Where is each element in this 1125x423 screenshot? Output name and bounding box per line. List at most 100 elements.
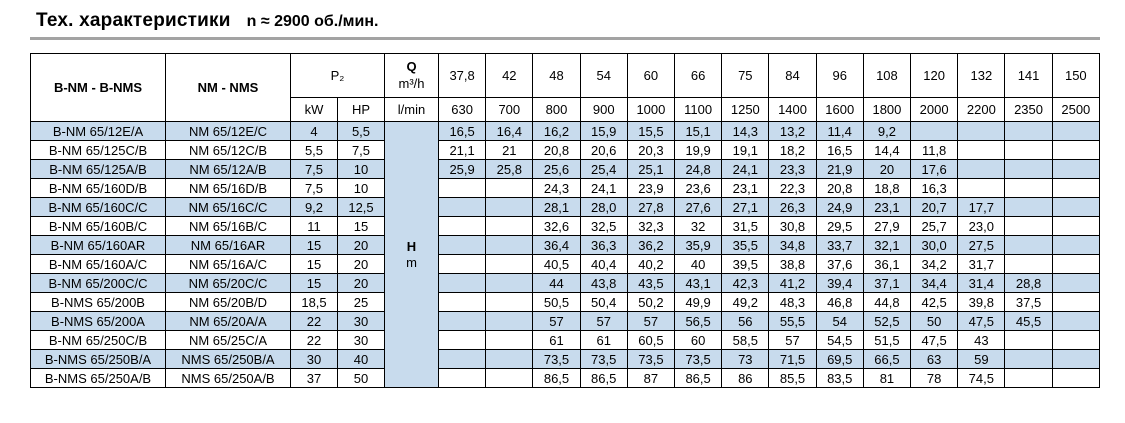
head-value-cell: 57 (532, 311, 581, 331)
head-unit: m (406, 254, 417, 270)
table-row: B-NM 65/160C/C NM 65/16C/C 9,2 12,5 28,1 28,0… (30, 197, 1101, 217)
model-nm-cell: NM 65/12E/C (165, 121, 291, 141)
head-value-cell: 56 (721, 311, 770, 331)
head-value-cell (1051, 368, 1101, 388)
head-value-cell (1051, 349, 1101, 369)
head-value-cell: 16,5 (437, 121, 487, 141)
table-row: B-NM 65/160AR NM 65/16AR 15 20 36,4 36,3 36,2 3… (30, 235, 1101, 255)
power-hp-cell: 50 (337, 368, 385, 388)
table-row: B-NM 65/160A/C NM 65/16A/C 15 20 40,5 40,4 40,… (30, 254, 1101, 274)
head-value-cell (1051, 292, 1101, 312)
head-value-cell: 15,1 (674, 121, 723, 141)
head-value-cell (1004, 349, 1053, 369)
head-value-cell: 23,9 (626, 178, 676, 198)
head-value-cell: 28,8 (1004, 273, 1053, 293)
table-row: B-NMS 65/250B/A NMS 65/250B/A 30 40 73,5 73,5… (30, 349, 1101, 369)
head-value-cell: 28,0 (579, 197, 628, 217)
head-value-cell: 30,0 (910, 235, 959, 255)
flow-m3h-header: 60 (626, 53, 676, 98)
head-value-cell (437, 235, 487, 255)
flow-m3h-header: 132 (957, 53, 1006, 98)
head-value-cell: 86 (721, 368, 770, 388)
head-value-cell: 73 (721, 349, 770, 369)
power-hp-cell: 20 (337, 235, 385, 255)
head-value-cell: 20,6 (579, 140, 628, 160)
head-value-cell: 41,2 (768, 273, 817, 293)
head-value-cell: 83,5 (815, 368, 864, 388)
head-value-cell (485, 273, 534, 293)
head-value-cell: 24,8 (674, 159, 723, 179)
head-value-cell: 40 (674, 254, 723, 274)
power-hp-cell: 40 (337, 349, 385, 369)
head-value-cell: 61 (579, 330, 628, 350)
head-value-cell: 73,5 (579, 349, 628, 369)
head-value-cell: 66,5 (862, 349, 912, 369)
head-value-cell (1051, 159, 1101, 179)
model-nm-cell: NM 65/16AR (165, 235, 291, 255)
q-unit: m³/h (398, 75, 425, 91)
model-bnm-cell: B-NMS 65/250A/B (30, 368, 166, 388)
head-value-cell: 37,1 (862, 273, 912, 293)
model-nm-cell: NM 65/16B/C (165, 216, 291, 236)
table-row: B-NMS 65/200B NM 65/20B/D 18,5 25 50,5 50,4 50… (30, 292, 1101, 312)
head-value-cell: 48,3 (768, 292, 817, 312)
flow-m3h-header: 66 (674, 53, 723, 98)
head-value-cell (485, 178, 534, 198)
head-value-cell: 86,5 (579, 368, 628, 388)
power-kw-cell: 22 (290, 330, 338, 350)
head-value-cell: 57 (579, 311, 628, 331)
table-row: B-NM 65/160D/B NM 65/16D/B 7,5 10 24,3 24,1 23… (30, 178, 1101, 198)
head-value-cell: 36,3 (579, 235, 628, 255)
flow-lmin-header: 1800 (862, 97, 912, 122)
head-value-cell: 32 (674, 216, 723, 236)
table-row: B-NMS 65/200A NM 65/20A/A 22 30 57 57 57 56,5 56… (30, 311, 1101, 331)
head-value-cell: 71,5 (768, 349, 817, 369)
model-bnm-cell: B-NM 65/200C/C (30, 273, 166, 293)
flow-m3h-header: 96 (815, 53, 864, 98)
header-row-lmin: kW HP l/min 630 700 800 900 1000 1100 1250 1400… (31, 97, 1101, 122)
model-nm-cell: NM 65/16C/C (165, 197, 291, 217)
head-value-cell: 49,2 (721, 292, 770, 312)
model-nm-cell: NMS 65/250B/A (165, 349, 291, 369)
head-value-cell (910, 121, 959, 141)
head-value-cell: 43,8 (579, 273, 628, 293)
header-row-m3h: B-NM - B-NMS NM - NMS P₂ Q m³/h 37,8 42 48… (30, 53, 1101, 122)
head-value-cell: 27,5 (957, 235, 1006, 255)
flow-lmin-header: 630 (437, 97, 487, 122)
head-value-cell (1004, 121, 1053, 141)
head-value-cell (1051, 311, 1101, 331)
flow-lmin-header: 1100 (674, 97, 723, 122)
head-value-cell (437, 197, 487, 217)
head-value-cell: 20,8 (815, 178, 864, 198)
head-value-cell: 23,3 (768, 159, 817, 179)
head-value-cell: 40,2 (626, 254, 676, 274)
head-value-cell: 34,8 (768, 235, 817, 255)
head-value-cell: 25,1 (626, 159, 676, 179)
head-value-cell (1004, 140, 1053, 160)
head-value-cell: 18,8 (862, 178, 912, 198)
head-symbol: H (406, 238, 417, 254)
head-value-cell: 11,8 (910, 140, 959, 160)
head-value-cell: 15,5 (626, 121, 676, 141)
head-value-cell (957, 178, 1006, 198)
flow-lmin-header: 2200 (957, 97, 1006, 122)
head-value-cell: 27,8 (626, 197, 676, 217)
head-value-cell: 31,7 (957, 254, 1006, 274)
column-header-hp: HP (337, 97, 385, 122)
power-hp-cell: 25 (337, 292, 385, 312)
head-value-cell (1004, 197, 1053, 217)
head-value-cell (1051, 254, 1101, 274)
model-bnm-cell: B-NM 65/160AR (30, 235, 166, 255)
head-value-cell: 31,5 (721, 216, 770, 236)
head-value-cell: 20,3 (626, 140, 676, 160)
head-value-cell (957, 159, 1006, 179)
head-value-cell (485, 254, 534, 274)
head-value-cell: 51,5 (862, 330, 912, 350)
power-kw-cell: 5,5 (290, 140, 338, 160)
head-value-cell (437, 330, 487, 350)
head-value-cell: 16,3 (910, 178, 959, 198)
head-value-cell: 19,1 (721, 140, 770, 160)
head-value-cell (485, 349, 534, 369)
head-value-cell: 43,5 (626, 273, 676, 293)
power-kw-cell: 15 (290, 235, 338, 255)
